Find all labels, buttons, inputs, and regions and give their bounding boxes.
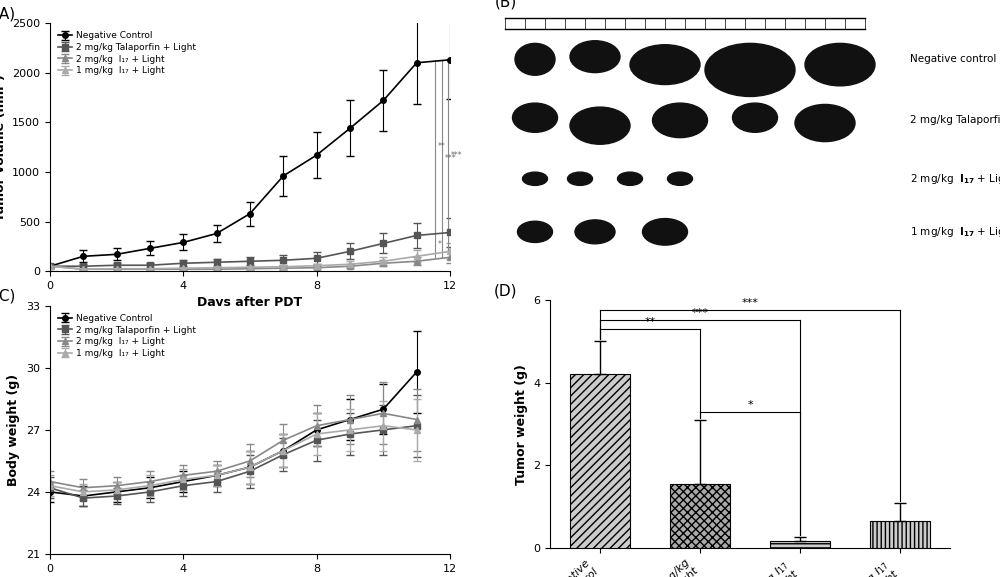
Ellipse shape [618,172,642,185]
Ellipse shape [518,221,552,242]
Bar [770,541,830,548]
Ellipse shape [805,43,875,86]
Text: *: * [438,241,442,249]
Ellipse shape [568,172,592,185]
Y-axis label: Tumor weight (g): Tumor weight (g) [515,364,528,485]
Text: Negative control: Negative control [910,54,996,64]
Text: 2 mg/kg  $\mathbf{I_{17}}$ + Light: 2 mg/kg $\mathbf{I_{17}}$ + Light [910,172,1000,186]
Ellipse shape [575,220,615,244]
Bar [570,374,630,548]
Ellipse shape [570,107,630,144]
Ellipse shape [630,45,700,85]
Ellipse shape [515,43,555,75]
Ellipse shape [652,103,708,137]
X-axis label: Days after PDT: Days after PDT [197,297,303,309]
Bar [870,521,930,548]
Ellipse shape [570,41,620,73]
Text: **: ** [644,317,656,327]
Text: (C): (C) [0,289,16,304]
Y-axis label: Tumor volume (mm³): Tumor volume (mm³) [0,74,7,220]
Text: **: ** [438,141,445,151]
Text: ***: *** [692,308,708,318]
Ellipse shape [642,219,688,245]
Text: (B): (B) [495,0,517,9]
Text: ***: *** [451,151,463,160]
Text: (A): (A) [0,6,16,21]
Bar [670,484,730,548]
Ellipse shape [668,172,692,185]
Ellipse shape [705,43,795,96]
Legend: Negative Control, 2 mg/kg Talaporfin + Light, 2 mg/kg  I₁₇ + Light, 1 mg/kg  I₁₇: Negative Control, 2 mg/kg Talaporfin + L… [55,310,200,362]
Text: *: * [747,400,753,410]
Ellipse shape [522,172,548,185]
Text: ***: *** [444,154,456,163]
Text: 1 mg/kg  $\mathbf{I_{17}}$ + Light: 1 mg/kg $\mathbf{I_{17}}$ + Light [910,225,1000,239]
Text: 2 mg/kg Talaporfin + Light: 2 mg/kg Talaporfin + Light [910,115,1000,125]
Ellipse shape [512,103,558,132]
Y-axis label: Body weight (g): Body weight (g) [7,374,20,486]
Legend: Negative Control, 2 mg/kg Talaporfin + Light, 2 mg/kg  I₁₇ + Light, 1 mg/kg  I₁₇: Negative Control, 2 mg/kg Talaporfin + L… [55,28,200,79]
Ellipse shape [732,103,778,132]
Text: (D): (D) [494,283,518,298]
Text: ***: *** [742,298,758,308]
Ellipse shape [795,104,855,141]
